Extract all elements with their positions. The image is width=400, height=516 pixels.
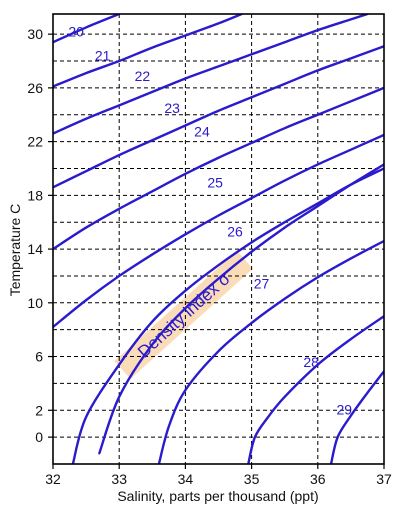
gridlines	[53, 14, 384, 464]
isopycnal-curves	[53, 14, 384, 464]
y-tick-label: 0	[35, 429, 43, 445]
isopycnal-labels: 20 21 22 23 24 25 26 27 28 29	[68, 23, 352, 417]
density-annotation-band	[114, 250, 254, 379]
isopycnal-curve-27	[71, 167, 384, 464]
isopycnal-curve-29	[247, 315, 384, 464]
y-tick-label: 18	[27, 187, 43, 203]
y-tick-label: 10	[27, 295, 43, 311]
isopycnal-curve-24	[53, 86, 384, 251]
isopycnal-curve-20	[53, 14, 121, 44]
density-index-band	[114, 250, 254, 379]
plot-border	[52, 13, 385, 465]
isopycnal-label-26: 26	[227, 224, 243, 240]
x-axis-title: Salinity, parts per thousand (ppt)	[117, 488, 318, 504]
x-tick-label: 35	[244, 471, 260, 487]
y-tick-label: 30	[27, 26, 43, 42]
plot-frame	[52, 13, 385, 465]
isopycnal-label-25: 25	[207, 175, 223, 191]
y-tick-label: 26	[27, 80, 43, 96]
isopycnal-curve-21	[53, 14, 243, 88]
isopycnal-curve-28	[157, 239, 384, 464]
isopycnal-label-23: 23	[164, 100, 180, 116]
y-tick-label: 22	[27, 134, 43, 150]
y-axis-title: Temperature C	[7, 204, 23, 297]
isopycnal-curve	[329, 370, 384, 464]
x-tick-label: 33	[111, 471, 127, 487]
isopycnal-curve-26	[98, 163, 384, 455]
x-tick-label: 32	[45, 471, 61, 487]
isopycnal-curve-25	[53, 133, 384, 329]
isopycnal-curve-22	[53, 14, 369, 135]
y-tick-label: 6	[35, 349, 43, 365]
x-tick-label: 34	[178, 471, 194, 487]
y-tick-label: 14	[27, 241, 43, 257]
isopycnal-label-22: 22	[135, 68, 151, 84]
isopycnal-label-20: 20	[68, 23, 84, 39]
y-tick-label: 2	[35, 402, 43, 418]
isopycnal-label-28: 28	[303, 354, 319, 370]
isopycnal-label-24: 24	[194, 124, 210, 140]
x-tick-label: 37	[376, 471, 392, 487]
x-axis-ticks: 32 33 34 35 36 37	[45, 464, 392, 487]
isopycnal-label-27: 27	[254, 275, 270, 291]
density-index-annotation: Density index σ	[134, 269, 234, 362]
isopycnal-curve-23	[53, 45, 384, 189]
x-tick-label: 36	[310, 471, 326, 487]
isopycnal-label-21: 21	[95, 48, 111, 64]
isopycnal-label-29: 29	[336, 402, 352, 418]
